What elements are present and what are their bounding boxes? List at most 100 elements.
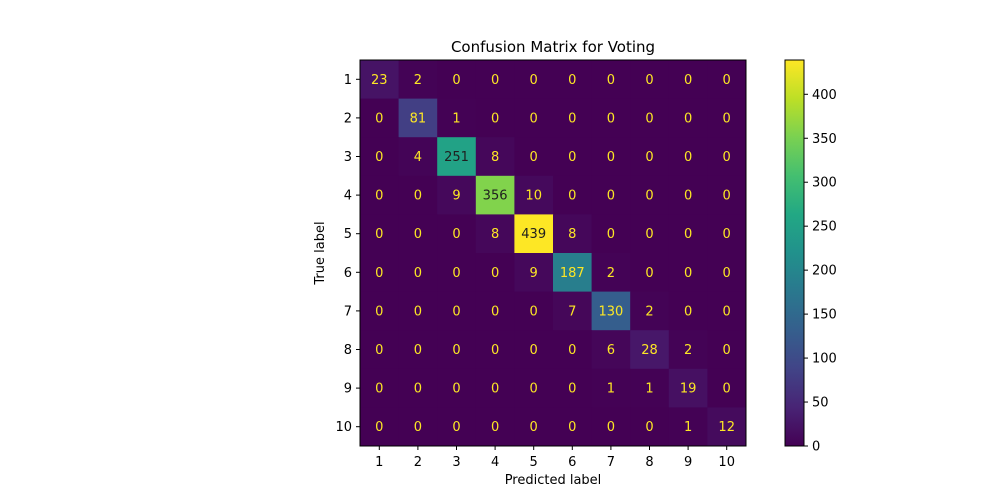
cell-value-label: 0 [414,189,422,204]
matrix-cell [591,60,631,100]
cell-value-label: 2 [645,304,653,319]
x-tick-label: 3 [452,455,460,470]
cell-value-label: 0 [723,73,731,88]
matrix-cell [360,253,400,293]
cell-value-label: 0 [375,150,383,165]
y-tick-label: 5 [344,227,352,242]
matrix-cell [475,137,515,177]
colorbar-tick-label: 350 [812,132,837,147]
colorbar-tick-label: 300 [812,176,837,191]
matrix-cell [553,407,593,447]
matrix-cell [591,368,631,408]
cell-value-label: 0 [375,382,383,397]
matrix-cell [707,291,747,331]
matrix-cells [360,60,747,447]
matrix-cell [437,98,477,138]
cell-value-label: 0 [452,227,460,242]
matrix-cell [398,60,438,100]
cell-value-label: 0 [684,266,692,281]
matrix-cell [475,407,515,447]
matrix-cell [475,253,515,293]
matrix-cell [553,368,593,408]
x-tick-label: 6 [568,455,576,470]
cell-value-label: 10 [525,189,542,204]
matrix-cell [630,407,670,447]
cell-value-label: 0 [414,266,422,281]
y-tick-label: 7 [344,304,352,319]
matrix-cell [475,98,515,138]
colorbar-gradient [784,59,805,447]
cell-value-label: 251 [444,150,469,165]
cell-value-label: 0 [723,304,731,319]
matrix-cell [553,330,593,370]
cell-value-label: 0 [723,150,731,165]
y-tick-label: 6 [344,266,352,281]
matrix-cell [437,137,477,177]
cell-value-label: 0 [568,420,576,435]
matrix-cell [360,291,400,331]
y-tick-label: 1 [344,73,352,88]
cell-value-label: 0 [452,382,460,397]
matrix-cell [475,175,515,215]
matrix-cell [591,137,631,177]
cell-value-label: 0 [684,73,692,88]
matrix-cell [707,407,747,447]
cell-value-label: 0 [530,304,538,319]
cell-value-label: 81 [410,111,427,126]
cell-value-label: 12 [718,420,735,435]
cell-value-label: 0 [530,111,538,126]
matrix-cell [630,175,670,215]
matrix-cell [553,60,593,100]
colorbar-tick-label: 200 [812,264,837,279]
x-tick-label: 7 [607,455,615,470]
matrix-cell [630,214,670,254]
matrix-cell [514,60,554,100]
cell-value-label: 439 [521,227,546,242]
cell-value-label: 0 [530,343,538,358]
matrix-cell [475,291,515,331]
cell-value-label: 6 [607,343,615,358]
matrix-cell [707,253,747,293]
matrix-cell [591,407,631,447]
cell-value-label: 0 [568,111,576,126]
cell-value-label: 0 [568,382,576,397]
x-axis-ticks: 1 2 3 4 5 6 7 8 9 10 [375,446,735,470]
matrix-cell [707,137,747,177]
cell-value-label: 0 [684,304,692,319]
cell-value-label: 8 [491,150,499,165]
cell-value-label: 0 [607,150,615,165]
matrix-cell [398,368,438,408]
cell-value-label: 0 [723,227,731,242]
x-tick-label: 9 [684,455,692,470]
cell-value-label: 0 [723,266,731,281]
matrix-cell [514,368,554,408]
matrix-cell [591,291,631,331]
cell-value-label: 0 [375,227,383,242]
cell-value-label: 0 [568,150,576,165]
cell-value-label: 0 [414,227,422,242]
matrix-cell [398,253,438,293]
cell-value-label: 23 [371,73,388,88]
cell-value-label: 356 [483,189,508,204]
cell-value-label: 0 [491,266,499,281]
matrix-cell [437,175,477,215]
x-tick-label: 4 [491,455,499,470]
cell-value-label: 0 [530,382,538,397]
matrix-cell [668,98,708,138]
cell-value-label: 0 [645,266,653,281]
cell-value-label: 0 [452,304,460,319]
cell-value-label: 0 [375,189,383,204]
cell-value-label: 130 [598,304,623,319]
matrix-cell [514,214,554,254]
matrix-cell [514,175,554,215]
cell-value-label: 0 [452,266,460,281]
matrix-cell [514,330,554,370]
y-axis-ticks: 1 2 3 4 5 6 7 8 9 10 [335,73,360,435]
cell-value-label: 0 [645,420,653,435]
matrix-cell [437,214,477,254]
cell-value-label: 1 [452,111,460,126]
matrix-cell [630,330,670,370]
matrix-cell [668,407,708,447]
cell-value-label: 0 [452,343,460,358]
